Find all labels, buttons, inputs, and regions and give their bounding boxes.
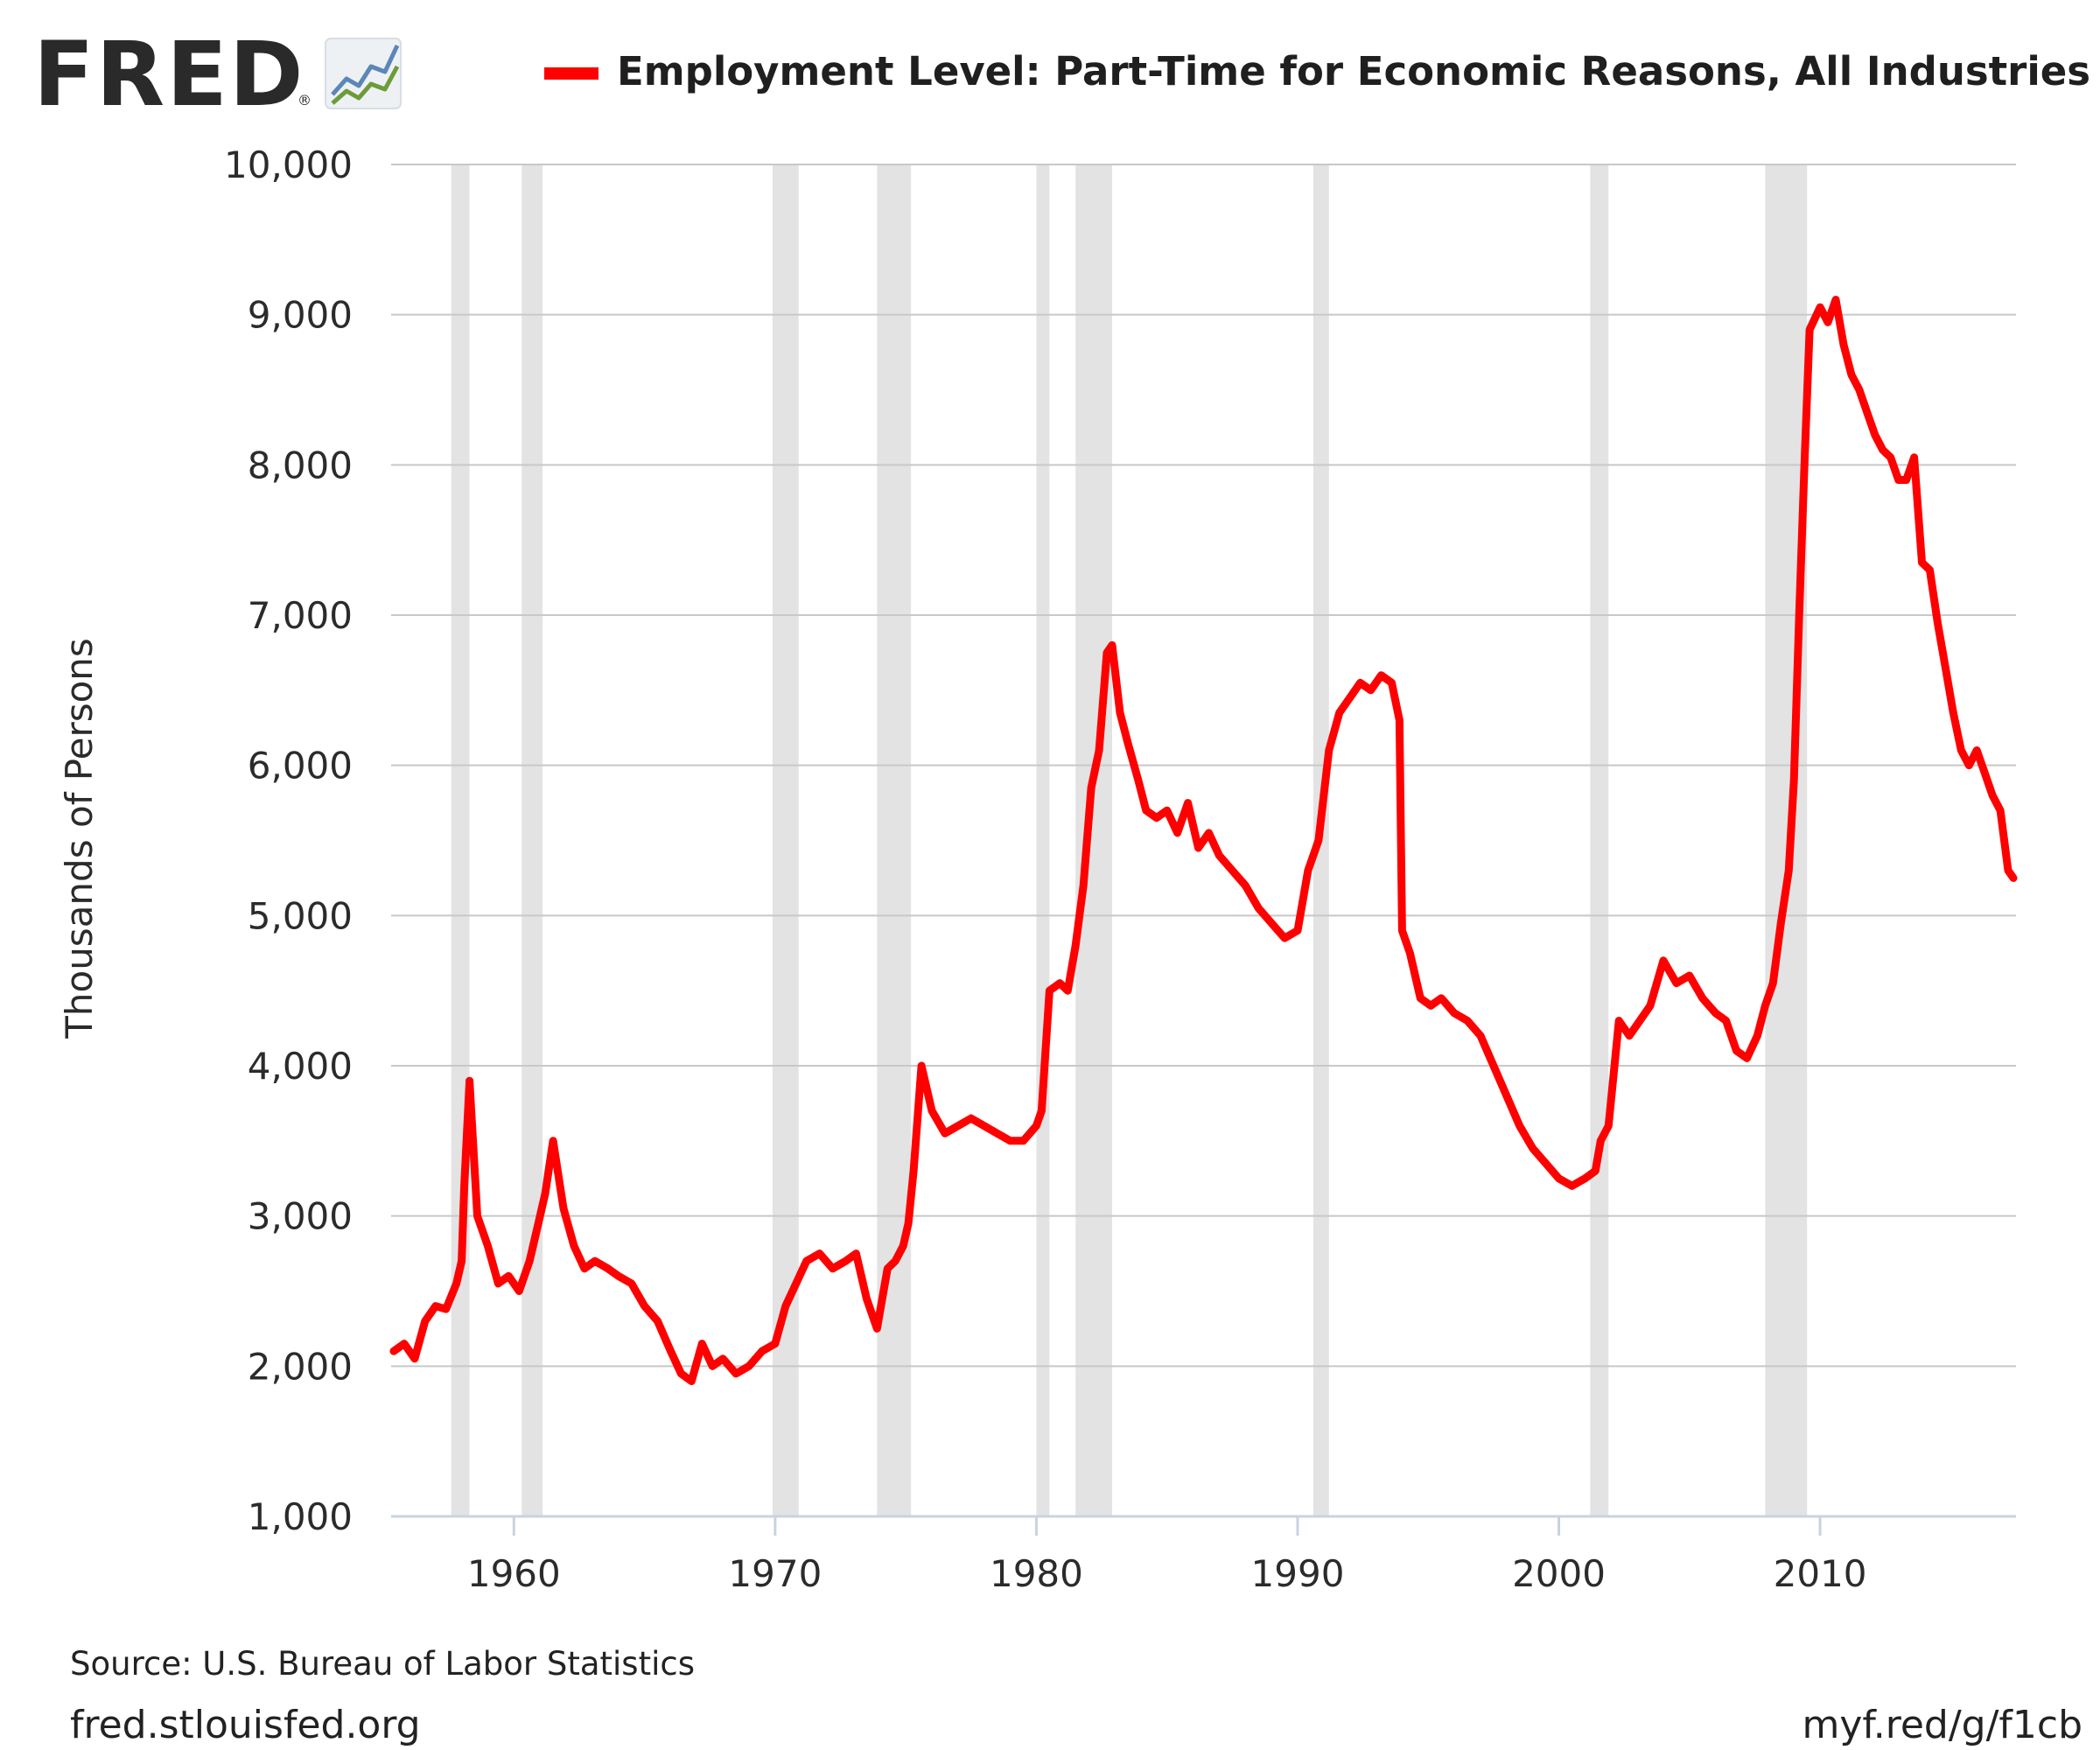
recession-band: [451, 164, 470, 1516]
site-link[interactable]: fred.stlouisfed.org: [70, 1703, 421, 1747]
x-axis: 1960 1970 1980 1990 2000 2010: [391, 1515, 2016, 1595]
y-tick-label: 2,000: [248, 1345, 353, 1388]
short-link[interactable]: myf.red/g/f1cb: [1802, 1703, 2082, 1747]
y-tick-label: 7,000: [248, 594, 353, 637]
y-tick-label: 10,000: [224, 144, 353, 186]
legend-label: Employment Level: Part-Time for Economic…: [617, 48, 2090, 94]
recession-band: [1765, 164, 1808, 1516]
y-tick-label: 5,000: [248, 894, 353, 937]
gridlines: [391, 164, 2016, 1368]
source-note: Source: U.S. Bureau of Labor Statistics: [70, 1645, 695, 1683]
recession-band: [1075, 164, 1113, 1516]
y-tick-label: 1,000: [248, 1495, 353, 1538]
y-tick-label: 8,000: [248, 444, 353, 486]
y-tick-label: 9,000: [248, 294, 353, 337]
recession-band: [1036, 164, 1050, 1516]
recession-band: [1590, 164, 1609, 1516]
logo-line-green: [331, 65, 400, 105]
logo-registered-mark: ®: [298, 92, 312, 108]
recession-band: [522, 164, 543, 1516]
logo-line-blue: [331, 44, 400, 96]
x-tick-label: 1970: [728, 1552, 822, 1595]
legend: Employment Level: Part-Time for Economic…: [544, 48, 2090, 94]
series-line-part-time-economic-reasons: [389, 296, 2018, 1385]
legend-swatch: [544, 67, 598, 80]
x-tick-label: 2000: [1512, 1552, 1606, 1595]
y-tick-label: 6,000: [248, 745, 353, 788]
x-tick-label: 2010: [1774, 1552, 1867, 1595]
y-tick-label: 3,000: [248, 1195, 353, 1238]
x-tick-label: 1980: [990, 1552, 1083, 1595]
fred-logo: FRED ®: [33, 23, 402, 127]
y-axis-ticks: 1,000 2,000 3,000 4,000 5,000 6,000 7,000 8,000…: [224, 144, 353, 1538]
y-axis-title: Thousands of Persons: [58, 638, 101, 1040]
y-tick-label: 4,000: [248, 1045, 353, 1088]
x-tick-label: 1960: [467, 1552, 561, 1595]
x-tick-label: 1990: [1251, 1552, 1345, 1595]
x-axis-ticks: 1960 1970 1980 1990 2000 2010: [467, 1516, 1867, 1595]
line-graph-icon: [325, 38, 402, 109]
logo-wordmark: FRED: [33, 23, 305, 127]
